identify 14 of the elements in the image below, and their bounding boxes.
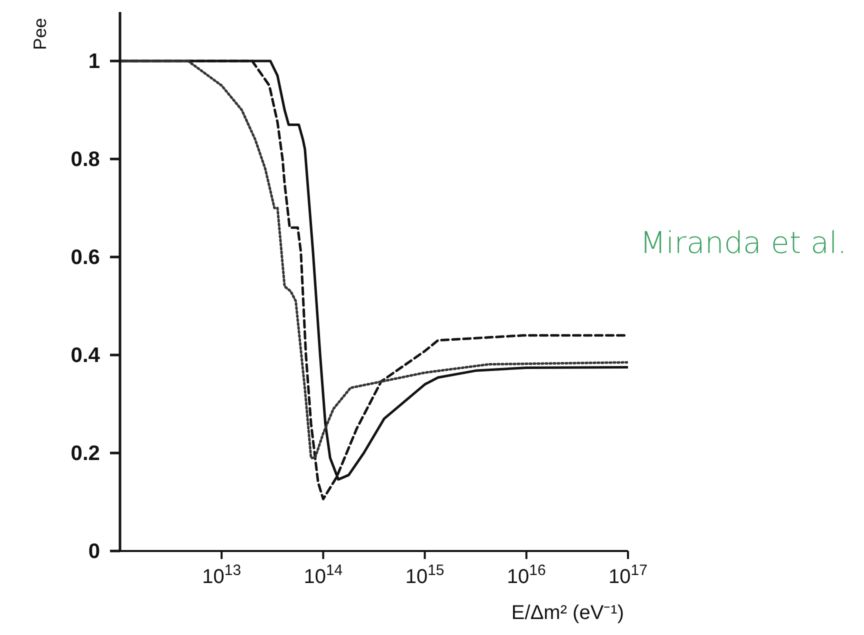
y-tick-label: 0.8 <box>70 148 100 171</box>
y-tick-label: 0.2 <box>70 442 100 465</box>
x-tick-label: 10$^{17}$ <box>608 562 648 588</box>
x-tick-label: 10$^{16}$ <box>506 562 546 588</box>
y-axis-title: Pee <box>30 18 50 50</box>
x-tick-label: 10$^{13}$ <box>202 562 242 588</box>
y-tick-label: 0 <box>88 540 100 563</box>
x-tick-label: 10$^{15}$ <box>405 562 444 588</box>
y-tick-label: 0.6 <box>70 246 100 269</box>
x-tick-label: 10$^{14}$ <box>304 562 343 588</box>
text: Miranda et al. <box>640 226 847 261</box>
y-tick-label: 1 <box>88 50 100 73</box>
x-axis-title: E/Δm² (eV⁻¹) <box>511 602 624 624</box>
y-tick-label: 0.4 <box>70 344 100 367</box>
